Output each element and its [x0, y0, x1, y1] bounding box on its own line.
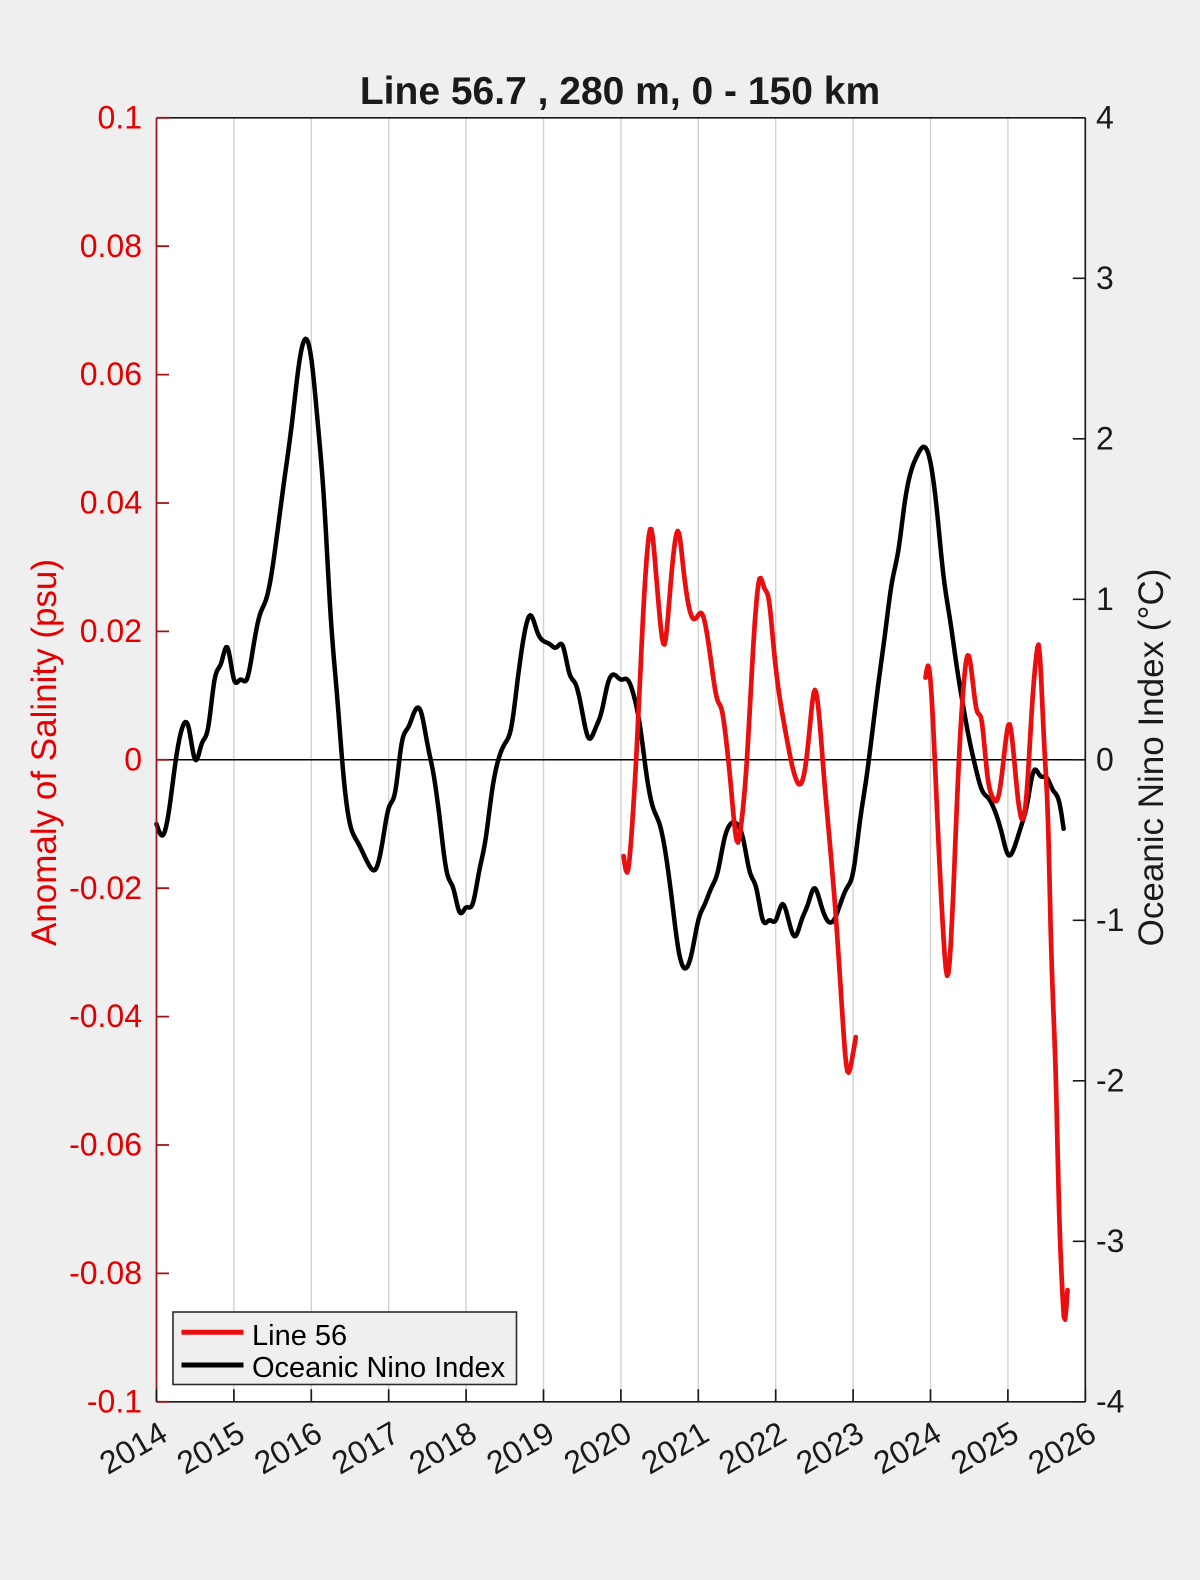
- svg-text:-0.06: -0.06: [69, 1127, 142, 1163]
- svg-text:Oceanic Nino Index: Oceanic Nino Index: [252, 1352, 506, 1384]
- svg-text:0.02: 0.02: [80, 613, 142, 649]
- svg-text:0.06: 0.06: [80, 356, 142, 392]
- svg-text:0.04: 0.04: [80, 485, 142, 521]
- svg-text:2: 2: [1096, 420, 1114, 456]
- svg-text:0: 0: [1096, 741, 1114, 777]
- svg-text:1: 1: [1096, 581, 1114, 617]
- svg-text:-3: -3: [1096, 1223, 1124, 1259]
- svg-text:-0.1: -0.1: [87, 1383, 142, 1419]
- svg-text:0.08: 0.08: [80, 228, 142, 264]
- svg-text:-4: -4: [1096, 1383, 1124, 1419]
- svg-text:0: 0: [124, 741, 142, 777]
- svg-text:3: 3: [1096, 260, 1114, 296]
- svg-text:Oceanic Nino Index (°C): Oceanic Nino Index (°C): [1132, 569, 1171, 947]
- svg-text:4: 4: [1096, 99, 1114, 135]
- svg-text:-2: -2: [1096, 1062, 1124, 1098]
- svg-text:0.1: 0.1: [98, 99, 142, 135]
- svg-text:-1: -1: [1096, 902, 1124, 938]
- svg-text:Line 56: Line 56: [252, 1320, 347, 1352]
- svg-text:-0.04: -0.04: [69, 998, 142, 1034]
- svg-text:Line 56.7 , 280 m, 0 - 150 km: Line 56.7 , 280 m, 0 - 150 km: [360, 70, 880, 113]
- svg-text:-0.02: -0.02: [69, 870, 142, 906]
- svg-text:Anomaly of Salinity (psu): Anomaly of Salinity (psu): [25, 559, 64, 946]
- svg-text:-0.08: -0.08: [69, 1255, 142, 1291]
